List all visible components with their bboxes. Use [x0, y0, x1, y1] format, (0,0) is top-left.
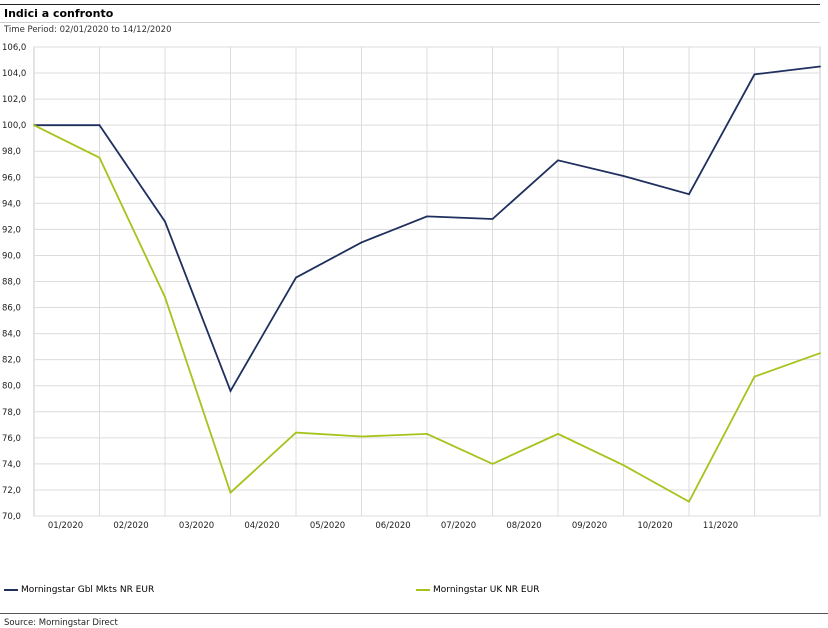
- series-0-point: [98, 124, 101, 127]
- series-1-point: [229, 491, 232, 494]
- series-0-point: [753, 73, 756, 76]
- chart-subtitle: Time Period: 02/01/2020 to 14/12/2020: [4, 25, 172, 35]
- legend-swatch-gbl: [4, 589, 18, 591]
- y-tick-label: 82,0: [2, 356, 21, 366]
- y-tick-label: 102,0: [2, 95, 26, 105]
- series-1-point: [688, 500, 690, 503]
- header-rule: [0, 4, 820, 5]
- legend-item-uk: Morningstar UK NR EUR: [416, 585, 539, 595]
- y-tick-label: 80,0: [2, 382, 21, 392]
- series-0-point: [164, 220, 166, 223]
- legend-label-uk: Morningstar UK NR EUR: [433, 585, 540, 595]
- y-tick-label: 92,0: [2, 225, 21, 235]
- y-tick-label: 106,0: [2, 43, 26, 53]
- x-tick-label: 03/2020: [179, 521, 214, 531]
- series-0-point: [426, 215, 428, 218]
- series-1-point: [622, 464, 625, 467]
- y-tick-label: 76,0: [2, 434, 21, 444]
- series-0-point: [622, 175, 625, 177]
- series-0-point: [819, 65, 821, 68]
- x-tick-label: 04/2020: [244, 521, 279, 531]
- y-tick-label: 74,0: [2, 460, 21, 470]
- y-tick-label: 104,0: [2, 69, 26, 79]
- series-1-point: [426, 433, 428, 435]
- subtitle-rule: [0, 22, 820, 23]
- series-1-point: [295, 431, 297, 434]
- y-tick-label: 70,0: [2, 512, 21, 522]
- series-1-point: [98, 156, 101, 159]
- legend-item-gbl: Morningstar Gbl Mkts NR EUR: [4, 585, 154, 595]
- y-tick-label: 72,0: [2, 486, 21, 496]
- y-tick-label: 96,0: [2, 173, 21, 183]
- y-tick-label: 88,0: [2, 278, 21, 288]
- x-tick-label: 05/2020: [310, 521, 345, 531]
- series-0-point: [557, 159, 559, 162]
- line-chart: 70,0 72,0 74,0 76,0 78,0 80,0 82,0 84,0 86,0 88,0…: [2, 43, 821, 531]
- x-tick-label: 09/2020: [572, 521, 607, 531]
- series-0-point: [688, 193, 690, 196]
- y-tick-label: 86,0: [2, 304, 21, 314]
- series-0-point: [491, 218, 494, 220]
- x-tick-label: 01/2020: [48, 521, 83, 531]
- x-tick-label: 08/2020: [506, 521, 541, 531]
- x-tick-label: 07/2020: [441, 521, 476, 531]
- series-1-point: [819, 352, 821, 355]
- series-0-point: [360, 241, 363, 244]
- series-1-point: [33, 124, 35, 127]
- series-0-point: [229, 390, 232, 392]
- series-1-point: [491, 462, 494, 465]
- x-tick-label: 02/2020: [113, 521, 148, 531]
- x-tick-label: 06/2020: [375, 521, 410, 531]
- legend-label-gbl: Morningstar Gbl Mkts NR EUR: [21, 585, 155, 595]
- y-tick-label: 90,0: [2, 251, 21, 261]
- series-1-point: [360, 435, 363, 438]
- legend-swatch-uk: [416, 589, 430, 591]
- y-tick-label: 94,0: [2, 199, 21, 209]
- series-1-point: [164, 296, 166, 299]
- x-tick-label: 10/2020: [637, 521, 672, 531]
- y-tick-label: 78,0: [2, 408, 21, 418]
- footer-rule: [0, 613, 828, 614]
- y-tick-label: 98,0: [2, 147, 21, 157]
- chart-title: Indici a confronto: [4, 7, 114, 20]
- series-1-point: [753, 375, 756, 378]
- source-note: Source: Morningstar Direct: [4, 618, 118, 628]
- series-1-point: [557, 433, 559, 435]
- y-tick-label: 100,0: [2, 121, 26, 131]
- series-0-point: [295, 276, 297, 279]
- y-tick-label: 84,0: [2, 330, 21, 340]
- x-tick-label: 11/2020: [703, 521, 738, 531]
